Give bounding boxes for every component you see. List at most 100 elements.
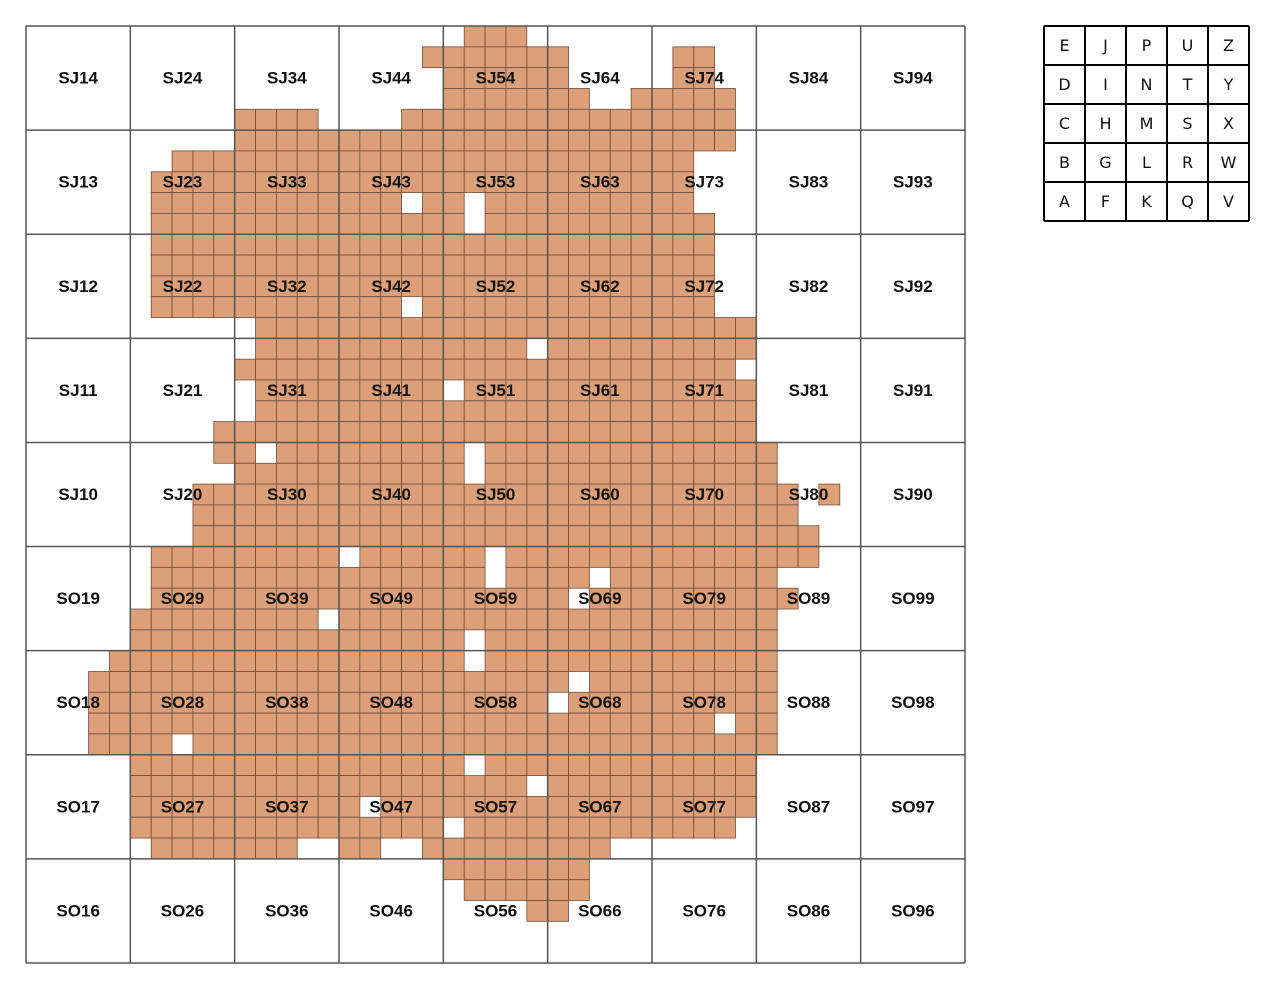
tetrad [171, 233, 194, 256]
tetrad [234, 691, 256, 714]
tetrad [401, 733, 423, 756]
tetrad [422, 546, 444, 568]
tetrad [422, 691, 444, 714]
tetrad [714, 504, 736, 527]
tetrad [735, 796, 757, 818]
tetrad [568, 150, 590, 173]
tetrad [317, 566, 340, 589]
tetrad [505, 733, 528, 756]
tetrad [275, 816, 298, 839]
tetrad [213, 233, 236, 256]
tetrad [755, 483, 778, 506]
hectad-label: SJ93 [893, 173, 933, 192]
hectad-label: SJ54 [476, 69, 516, 88]
tetrad [296, 296, 319, 318]
tetrad [317, 233, 340, 256]
hectad-label: SJ51 [476, 381, 516, 400]
tetrad [296, 775, 319, 797]
tetrad [442, 483, 465, 506]
key-letter: Y [1223, 75, 1234, 94]
tetrad [442, 192, 465, 214]
tetrad [380, 421, 403, 443]
key-letter: C [1059, 114, 1070, 133]
tetrad [359, 650, 382, 672]
hectad-label: SO58 [474, 693, 517, 712]
tetrad [213, 442, 236, 464]
tetrad [651, 504, 674, 527]
tetrad [484, 317, 507, 339]
tetrad [296, 608, 319, 631]
tetrad [129, 671, 152, 693]
tetrad [150, 233, 173, 256]
tetrad [526, 171, 549, 193]
tetrad [275, 358, 298, 381]
hectad-label: SJ90 [893, 485, 933, 504]
tetrad [484, 254, 507, 277]
tetrad [505, 462, 528, 485]
tetrad [735, 691, 757, 714]
hectad-label: SJ61 [580, 381, 620, 400]
tetrad [463, 525, 486, 547]
tetrad [651, 337, 674, 360]
tetrad [714, 629, 736, 652]
tetrad [651, 254, 674, 277]
tetrad [213, 671, 236, 693]
tetrad [547, 171, 569, 193]
tetrad [359, 504, 382, 527]
tetrad [150, 608, 173, 631]
tetrad [755, 587, 778, 610]
tetrad [693, 462, 716, 485]
tetrad [171, 254, 194, 277]
tetrad [234, 525, 256, 547]
tetrad [275, 566, 298, 589]
tetrad [505, 129, 528, 152]
tetrad [442, 254, 465, 277]
tetrad [505, 629, 528, 652]
tetrad [213, 629, 236, 652]
tetrad [630, 88, 653, 110]
tetrad [693, 212, 716, 235]
tetrad [630, 442, 653, 464]
tetrad [672, 88, 695, 110]
tetrad [630, 733, 653, 756]
tetrad [797, 525, 820, 547]
tetrad [422, 816, 444, 839]
tetrad [192, 254, 215, 277]
tetrad [568, 212, 590, 235]
tetrad [755, 442, 778, 464]
tetrad [630, 816, 653, 839]
tetrad [505, 712, 528, 735]
tetrad [401, 254, 423, 277]
tetrad [234, 462, 256, 485]
tetrad [296, 650, 319, 672]
tetrad [505, 25, 528, 48]
tetrad [275, 650, 298, 672]
hectad-label: SO29 [161, 589, 204, 608]
tetrad [526, 712, 549, 735]
tetrad [735, 608, 757, 631]
tetrad [171, 650, 194, 672]
tetrad [380, 712, 403, 735]
tetrad [171, 816, 194, 839]
hectad-label: SJ43 [371, 173, 411, 192]
tetrad [442, 712, 465, 735]
tetrad [317, 275, 340, 298]
tetrad [651, 754, 674, 776]
tetrad [171, 566, 194, 589]
hectad-label: SJ84 [789, 69, 829, 88]
tetrad [693, 525, 716, 547]
tetrad [234, 275, 256, 298]
tetrad [568, 608, 590, 631]
tetrad [630, 337, 653, 360]
tetrad [422, 233, 444, 256]
tetrad [338, 525, 361, 547]
hectad-label: SO37 [265, 797, 308, 816]
tetrad [317, 483, 340, 506]
tetrad [380, 337, 403, 360]
tetrad [338, 483, 361, 506]
hectad-label: SO87 [787, 797, 830, 816]
tetrad [568, 504, 590, 527]
tetrad [422, 192, 444, 214]
tetrad [255, 712, 277, 735]
tetrad [568, 629, 590, 652]
